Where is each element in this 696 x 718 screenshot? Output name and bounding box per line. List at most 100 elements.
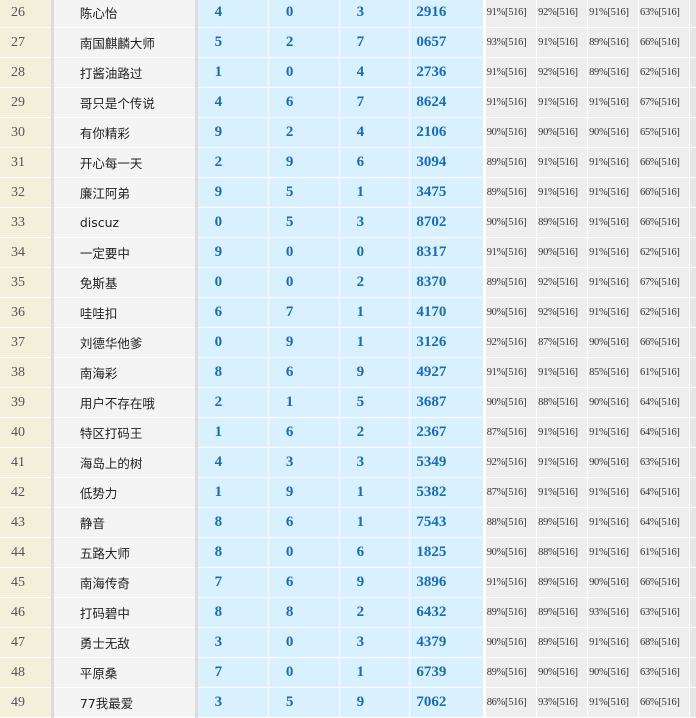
digit-2-cell: 3 — [268, 447, 340, 478]
percent-cell: 91%[516] — [587, 477, 639, 508]
digit-1-cell: 4 — [197, 447, 269, 478]
percent-cell: 90%[516] — [485, 537, 538, 568]
right-edge — [689, 357, 696, 388]
percent-cell: 90%[516] — [587, 657, 639, 688]
name-cell: 打码碧中 — [53, 597, 195, 628]
digit-1-cell: 7 — [197, 567, 269, 598]
digit-2-cell: 6 — [268, 417, 340, 448]
percent-cell: 63%[516] — [638, 447, 690, 478]
column-gap — [482, 147, 486, 178]
rank-cell: 48 — [0, 657, 51, 688]
digit-3-cell: 3 — [339, 0, 411, 28]
percent-cell: 91%[516] — [587, 87, 639, 118]
column-separator — [50, 477, 54, 508]
percent-cell: 89%[516] — [485, 177, 538, 208]
percent-cell: 92%[516] — [536, 267, 589, 298]
rank-cell: 39 — [0, 387, 51, 418]
column-separator — [194, 597, 198, 628]
percent-cell: 93%[516] — [485, 27, 538, 58]
percent-cell: 89%[516] — [587, 57, 639, 88]
digit-2-cell: 6 — [268, 357, 340, 388]
column-gap — [482, 357, 486, 388]
name-cell: 一定要中 — [53, 237, 195, 268]
percent-cell: 89%[516] — [536, 507, 589, 538]
digit-3-cell: 4 — [339, 57, 411, 88]
column-gap — [482, 567, 486, 598]
digit-2-cell: 9 — [268, 477, 340, 508]
percent-cell: 63%[516] — [638, 0, 690, 28]
rank-cell: 47 — [0, 627, 51, 658]
digit-1-cell: 8 — [197, 357, 269, 388]
digit-3-cell: 1 — [339, 477, 411, 508]
percent-cell: 66%[516] — [638, 177, 690, 208]
rank-cell: 49 — [0, 687, 51, 718]
table-row: 36 哇哇扣 6 7 1 4170 90%[516] 92%[516] 91%[516] 62%[… — [0, 297, 696, 328]
rank-cell: 36 — [0, 297, 51, 328]
number-cell: 7062 — [409, 687, 483, 718]
digit-1-cell: 9 — [197, 117, 269, 148]
percent-cell: 91%[516] — [587, 177, 639, 208]
digit-2-cell: 5 — [268, 207, 340, 238]
digit-1-cell: 0 — [197, 207, 269, 238]
digit-3-cell: 6 — [339, 537, 411, 568]
table-row: 34 一定要中 9 0 0 8317 91%[516] 90%[516] 91%[516] 62%… — [0, 237, 696, 268]
table-row: 30 有你精彩 9 2 4 2106 90%[516] 90%[516] 90%[516] 65%… — [0, 117, 696, 148]
number-cell: 3687 — [409, 387, 483, 418]
column-gap — [482, 507, 486, 538]
percent-cell: 61%[516] — [638, 357, 690, 388]
rank-cell: 41 — [0, 447, 51, 478]
number-cell: 5349 — [409, 447, 483, 478]
right-edge — [689, 237, 696, 268]
table-row: 47 勇士无敌 3 0 3 4379 90%[516] 89%[516] 91%[516] 68%… — [0, 627, 696, 658]
column-separator — [194, 387, 198, 418]
right-edge — [689, 177, 696, 208]
column-gap — [482, 207, 486, 238]
name-cell: 有你精彩 — [53, 117, 195, 148]
right-edge — [689, 477, 696, 508]
right-edge — [689, 387, 696, 418]
percent-cell: 64%[516] — [638, 477, 690, 508]
number-cell: 3475 — [409, 177, 483, 208]
number-cell: 7543 — [409, 507, 483, 538]
column-separator — [194, 87, 198, 118]
percent-cell: 64%[516] — [638, 507, 690, 538]
digit-1-cell: 8 — [197, 537, 269, 568]
percent-cell: 91%[516] — [587, 627, 639, 658]
percent-cell: 93%[516] — [536, 687, 589, 718]
column-gap — [482, 177, 486, 208]
right-edge — [689, 327, 696, 358]
percent-cell: 92%[516] — [485, 447, 538, 478]
percent-cell: 91%[516] — [485, 87, 538, 118]
digit-3-cell: 1 — [339, 177, 411, 208]
table-row: 29 哥只是个传说 4 6 7 8624 91%[516] 91%[516] 91%[516] 6… — [0, 87, 696, 118]
number-cell: 6739 — [409, 657, 483, 688]
name-cell: 开心每一天 — [53, 147, 195, 178]
percent-cell: 67%[516] — [638, 267, 690, 298]
percent-cell: 63%[516] — [638, 597, 690, 628]
percent-cell: 88%[516] — [485, 507, 538, 538]
column-gap — [482, 327, 486, 358]
percent-cell: 90%[516] — [587, 117, 639, 148]
percent-cell: 91%[516] — [587, 297, 639, 328]
rank-cell: 37 — [0, 327, 51, 358]
digit-1-cell: 4 — [197, 0, 269, 28]
percent-cell: 91%[516] — [485, 357, 538, 388]
percent-cell: 87%[516] — [485, 417, 538, 448]
name-cell: 海岛上的树 — [53, 447, 195, 478]
percent-cell: 90%[516] — [485, 297, 538, 328]
percent-cell: 64%[516] — [638, 387, 690, 418]
digit-1-cell: 6 — [197, 297, 269, 328]
digit-1-cell: 8 — [197, 507, 269, 538]
percent-cell: 87%[516] — [485, 477, 538, 508]
column-gap — [482, 297, 486, 328]
name-cell: 哥只是个传说 — [53, 87, 195, 118]
digit-3-cell: 5 — [339, 387, 411, 418]
column-separator — [50, 627, 54, 658]
digit-2-cell: 2 — [268, 117, 340, 148]
percent-cell: 91%[516] — [485, 567, 538, 598]
right-edge — [689, 417, 696, 448]
percent-cell: 90%[516] — [587, 447, 639, 478]
right-edge — [689, 507, 696, 538]
name-cell: 陈心怡 — [53, 0, 195, 28]
column-separator — [194, 117, 198, 148]
